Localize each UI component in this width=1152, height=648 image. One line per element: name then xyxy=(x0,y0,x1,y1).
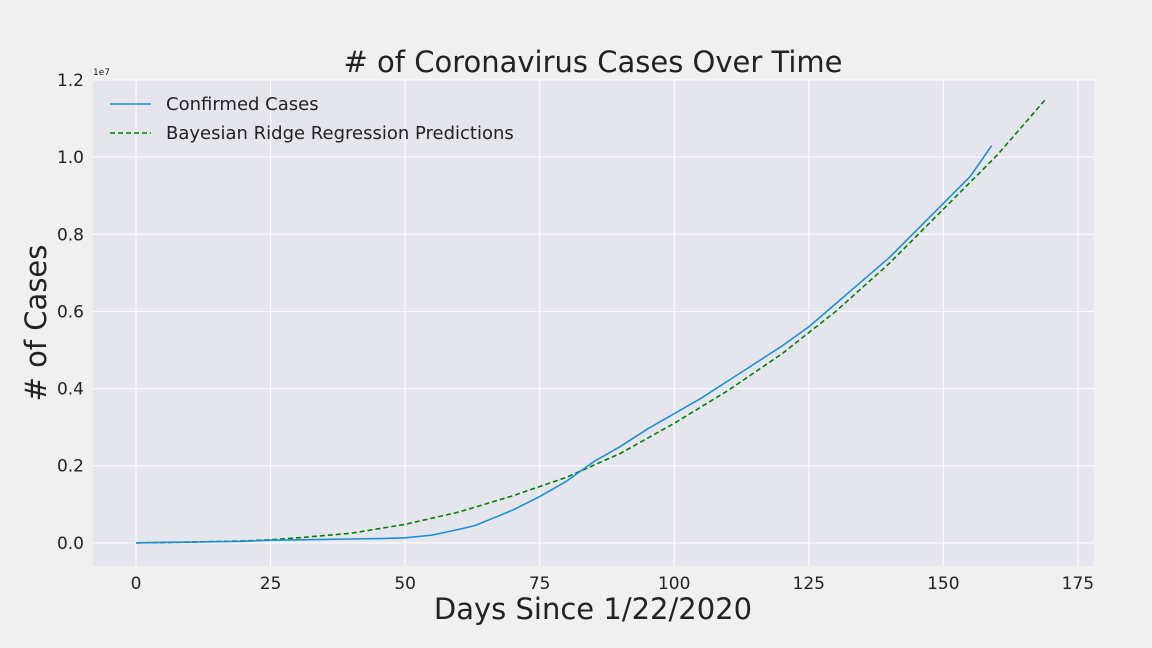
plot-area xyxy=(93,80,1094,566)
y-tick-label: 1.0 xyxy=(57,148,84,168)
y-tick-label: 0.8 xyxy=(57,225,84,245)
y-offset-label: 1e7 xyxy=(93,68,110,78)
x-tick-label: 25 xyxy=(260,574,282,594)
x-tick-label: 125 xyxy=(793,574,825,594)
legend-label-confirmed-cases: Confirmed Cases xyxy=(166,94,319,115)
x-tick-label: 75 xyxy=(529,574,551,594)
y-tick-label: 0.6 xyxy=(57,302,84,322)
x-tick-label: 150 xyxy=(927,574,959,594)
x-axis-label: Days Since 1/22/2020 xyxy=(434,592,752,626)
y-axis-label: # of Cases xyxy=(19,245,53,402)
x-tick-label: 100 xyxy=(658,574,690,594)
y-tick-label: 0.4 xyxy=(57,380,84,400)
y-tick-label: 0.2 xyxy=(57,457,84,477)
tick-labels: 0 25 50 75 100 125 150 175 0.0 0.2 0.4 0.6 0.8 1.0 1.2 xyxy=(57,71,1094,594)
legend-label-bayesian-ridge: Bayesian Ridge Regression Predictions xyxy=(166,123,514,144)
chart-title: # of Coronavirus Cases Over Time xyxy=(344,45,843,79)
x-tick-label: 0 xyxy=(131,574,142,594)
y-tick-label: 0.0 xyxy=(57,534,84,554)
y-tick-label: 1.2 xyxy=(57,71,84,91)
series-line-confirmed-cases xyxy=(136,145,993,544)
x-tick-label: 175 xyxy=(1062,574,1094,594)
series-line-bayesian-ridge-predictions xyxy=(136,98,1047,544)
x-tick-label: 50 xyxy=(394,574,416,594)
legend: Confirmed Cases Bayesian Ridge Regressio… xyxy=(110,94,514,144)
series-layer xyxy=(136,98,1047,544)
